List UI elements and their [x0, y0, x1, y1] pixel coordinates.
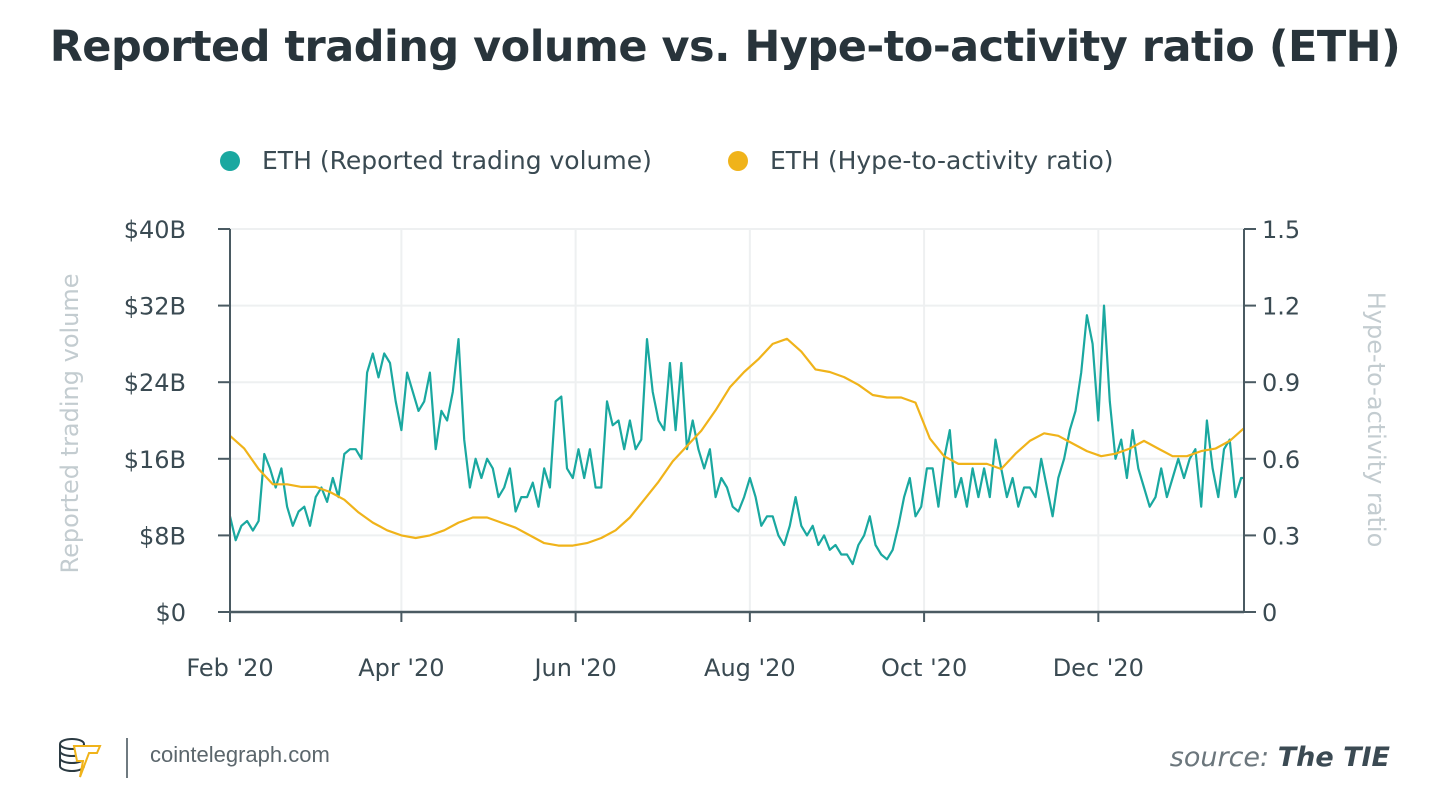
y-tick-label-left: $32B — [124, 293, 186, 321]
grid — [230, 228, 1244, 612]
legend-dot-volume-icon — [220, 150, 240, 171]
y-tick-label-left: $0 — [155, 599, 186, 627]
legend: ETH (Reported trading volume) ETH (Hype-… — [0, 146, 1450, 182]
legend-dot-ratio-icon — [728, 150, 748, 171]
axes — [218, 228, 1256, 622]
x-tick-label: Oct '20 — [881, 654, 967, 682]
footer-site-link[interactable]: cointelegraph.com — [150, 742, 330, 767]
cointelegraph-logo-icon — [56, 736, 104, 780]
chart-title: Reported trading volume vs. Hype-to-acti… — [49, 22, 1401, 72]
legend-item-volume[interactable]: ETH (Reported trading volume) — [220, 146, 652, 175]
y-axis-title-left: Reported trading volume — [56, 273, 84, 573]
y-tick-label-right: 0 — [1262, 599, 1277, 627]
y-tick-label-left: $40B — [124, 216, 186, 244]
chart-svg: $0 $8B $16B $24B $32B $40B 0 0.3 0.6 0.9 1.2 1.5 Feb… — [56, 216, 1390, 682]
source-credit: source: The TIE — [1170, 742, 1390, 773]
series-line-ratio — [229, 337, 1245, 547]
y-axis-title-right: Hype-to-activity ratio — [1362, 292, 1390, 548]
y-tick-label-right: 0.6 — [1262, 446, 1300, 474]
source-label: source: — [1169, 742, 1270, 773]
legend-label-volume: ETH (Reported trading volume) — [262, 146, 652, 175]
source-value: The TIE — [1277, 742, 1390, 773]
x-tick-label: Apr '20 — [358, 654, 444, 682]
y-tick-label-right: 0.9 — [1262, 369, 1300, 397]
footer-separator — [126, 738, 128, 778]
x-tick-label: Jun '20 — [532, 654, 616, 682]
x-tick-label: Aug '20 — [704, 654, 796, 682]
y-tick-label-right: 1.5 — [1262, 216, 1300, 244]
legend-item-ratio[interactable]: ETH (Hype-to-activity ratio) — [728, 146, 1114, 175]
y-tick-label-right: 1.2 — [1262, 293, 1300, 321]
series-line-volume — [228, 304, 1244, 566]
y-tick-label-left: $8B — [139, 522, 186, 550]
x-tick-label: Feb '20 — [186, 654, 273, 682]
y-tick-label-left: $16B — [124, 446, 186, 474]
y-tick-label-left: $24B — [124, 369, 186, 397]
tick-labels: $0 $8B $16B $24B $32B $40B 0 0.3 0.6 0.9 1.2 1.5 Feb… — [124, 216, 1300, 682]
series-layer — [228, 304, 1245, 566]
x-tick-label: Dec '20 — [1053, 654, 1144, 682]
legend-label-ratio: ETH (Hype-to-activity ratio) — [770, 146, 1114, 175]
y-tick-label-right: 0.3 — [1262, 522, 1300, 550]
